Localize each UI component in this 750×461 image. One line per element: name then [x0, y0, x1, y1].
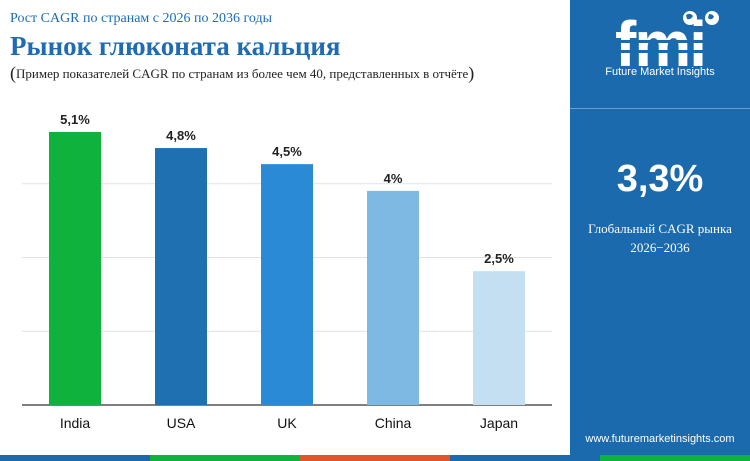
value-label-usa: 4,8%	[166, 128, 196, 143]
chart-title: Рынок глюконата кальция	[10, 31, 341, 61]
category-labels: India USA UK China Japan	[60, 415, 518, 431]
bar-usa	[155, 148, 207, 405]
bar-china	[367, 190, 419, 405]
info-panel: fmi Future Market Insights 3,3% Глобальн…	[570, 0, 750, 455]
header: Рост CAGR по странам с 2026 по 2036 годы…	[10, 10, 570, 83]
note-open-paren: (	[10, 63, 16, 83]
bottom-stripe	[0, 455, 750, 461]
caption-line-2: 2026−2036	[630, 240, 690, 255]
value-labels: 5,1% 4,8% 4,5% 4% 2,5%	[60, 112, 514, 266]
stripe-segment-1	[0, 455, 150, 461]
category-label-china: China	[375, 415, 412, 431]
value-label-uk: 4,5%	[272, 144, 302, 159]
chart-subtitle: Рост CAGR по странам с 2026 по 2036 годы	[10, 11, 273, 26]
category-label-uk: UK	[277, 415, 297, 431]
value-label-india: 5,1%	[60, 112, 90, 127]
category-label-india: India	[60, 415, 91, 431]
bar-chart: 5,1% 4,8% 4,5% 4% 2,5% India USA UK China Japan	[22, 112, 552, 431]
logo-caption: Future Market Insights	[605, 66, 715, 78]
global-cagr-value: 3,3%	[616, 158, 704, 200]
category-label-japan: Japan	[480, 415, 518, 431]
category-label-usa: USA	[167, 415, 196, 431]
bar-india	[49, 132, 101, 405]
panel-divider	[570, 108, 750, 109]
note-close-paren: )	[468, 63, 475, 83]
website-link[interactable]: www.futuremarketinsights.com	[585, 433, 735, 445]
fmi-logo: fmi	[594, 8, 726, 80]
chart-note: (Пример показателей CAGR по странам из б…	[10, 64, 570, 83]
stripe-segment-2	[150, 455, 300, 461]
caption-line-1: Глобальный CAGR рынка	[588, 221, 732, 236]
stripe-segment-5	[600, 455, 750, 461]
bar-uk	[261, 164, 313, 405]
value-label-japan: 2,5%	[484, 251, 514, 266]
stripe-segment-4	[450, 455, 600, 461]
value-label-china: 4%	[384, 171, 403, 186]
bars	[49, 132, 525, 405]
stripe-segment-3	[300, 455, 450, 461]
note-text: Пример показателей CAGR по странам из бо…	[16, 66, 469, 81]
global-cagr-caption: Глобальный CAGR рынка 2026−2036	[570, 219, 750, 257]
bar-japan	[473, 271, 525, 405]
